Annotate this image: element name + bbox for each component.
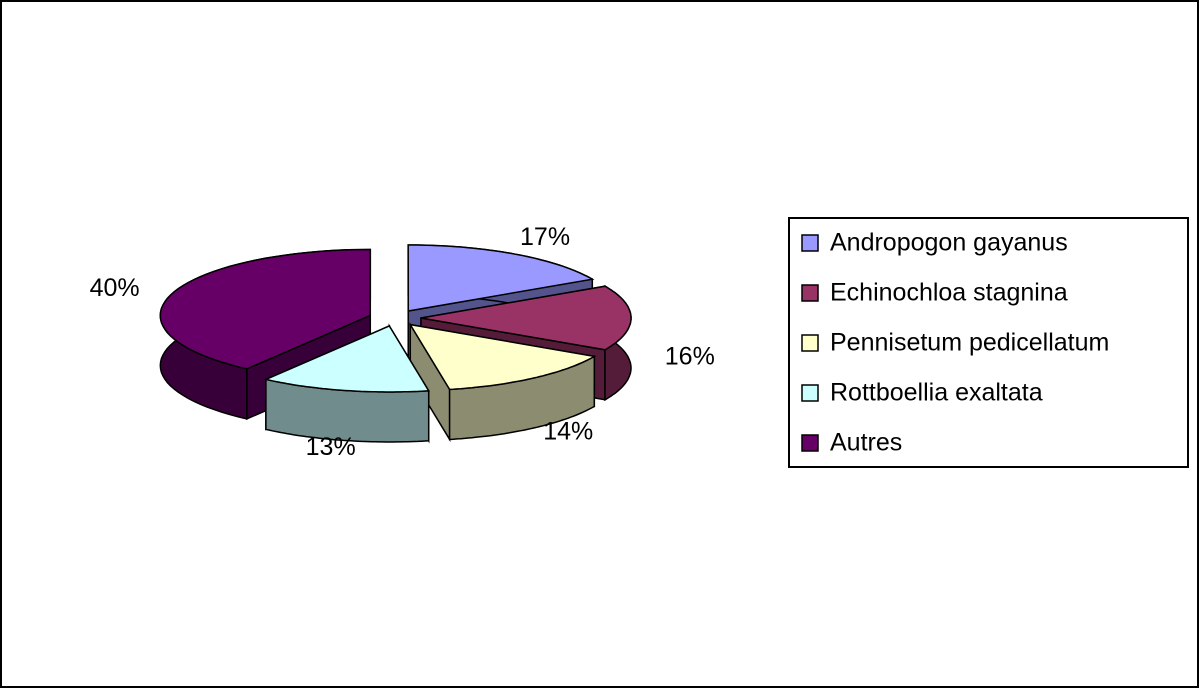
legend-swatch [801, 434, 819, 452]
slice [420, 285, 632, 351]
legend-label: Pennisetum pedicellatum [830, 329, 1109, 357]
legend-label: Echinochloa stagnina [830, 279, 1068, 307]
legend-box [788, 217, 1189, 468]
slice [263, 325, 430, 393]
legend-label: Autres [830, 429, 902, 457]
data-label: 14% [543, 418, 593, 446]
legend-label: Andropogon gayanus [830, 229, 1068, 257]
data-label: 17% [520, 223, 570, 251]
slice [407, 244, 595, 312]
legend-label: Rottboellia exaltata [830, 379, 1043, 407]
data-label: 40% [90, 274, 140, 302]
slice [159, 248, 372, 370]
data-label: 16% [665, 343, 715, 371]
legend-swatch [801, 384, 819, 402]
legend-swatch [801, 284, 819, 302]
legend-swatch [801, 334, 819, 352]
slice [408, 323, 597, 391]
legend-swatch [801, 234, 819, 252]
data-label: 13% [306, 433, 356, 461]
